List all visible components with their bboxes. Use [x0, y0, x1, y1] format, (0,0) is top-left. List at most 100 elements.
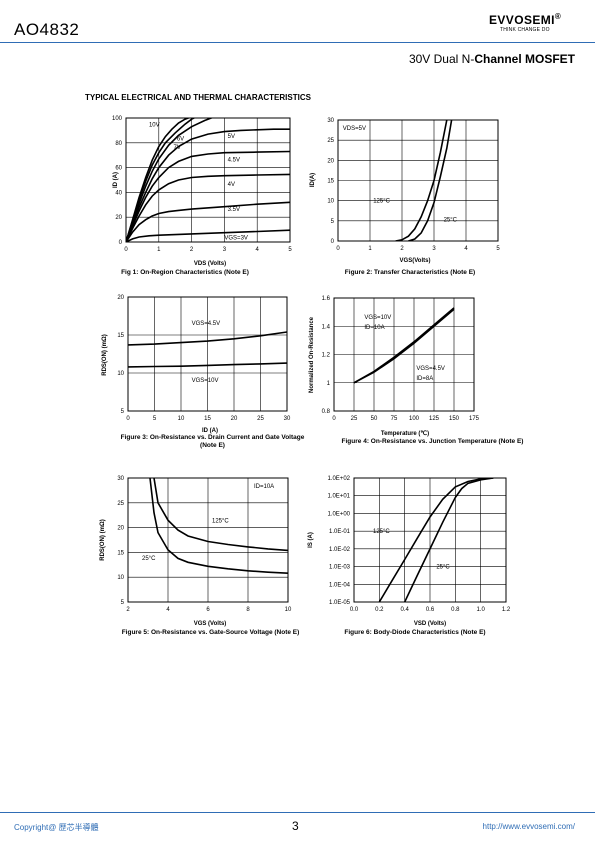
y-tick-label: 30	[327, 118, 334, 124]
x-tick-label: 0.4	[400, 607, 409, 613]
series-line	[395, 120, 448, 241]
x-tick-label: 5	[288, 247, 292, 253]
x-tick-label: 4	[464, 246, 468, 252]
x-tick-label: 0.6	[426, 607, 435, 613]
y-axis-label: IS (A)	[308, 532, 314, 548]
series-label: VDS=5V	[343, 126, 366, 132]
x-tick-label: 1	[157, 247, 161, 253]
x-tick-label: 0.2	[375, 607, 384, 613]
series-line	[403, 478, 494, 602]
figure-caption: Figure 2: Transfer Characteristics (Note…	[344, 269, 476, 276]
x-tick-label: 3	[223, 247, 227, 253]
y-tick-label: 100	[112, 116, 123, 122]
part-number: AO4832	[14, 20, 80, 39]
x-tick-label: 4	[256, 247, 260, 253]
x-tick-label: 0.8	[451, 607, 460, 613]
series-label: 10V	[149, 123, 160, 129]
footer-url: http://www.evvosemi.com/	[482, 822, 575, 831]
y-tick-label: 10	[327, 199, 334, 205]
y-tick-label: 1.6	[322, 296, 331, 302]
x-tick-label: 0.0	[350, 607, 359, 613]
series-label: ID=10A	[364, 325, 384, 331]
x-tick-label: 0	[124, 247, 128, 253]
series-label: 125°C	[212, 519, 229, 525]
x-tick-label: 150	[449, 416, 460, 422]
y-tick-label: 25	[327, 138, 334, 144]
x-axis-label: Temperature (℃)	[381, 430, 429, 437]
x-tick-label: 10	[285, 607, 292, 613]
x-axis-label: ID (A)	[202, 428, 218, 434]
x-tick-label: 6	[206, 607, 210, 613]
y-tick-label: 20	[117, 295, 124, 301]
x-tick-label: 4	[166, 607, 170, 613]
y-tick-label: 80	[115, 141, 122, 147]
y-tick-label: 1.0E-02	[329, 547, 351, 553]
y-tick-label: 25	[117, 501, 124, 507]
y-tick-label: 1.0E+00	[327, 511, 350, 517]
series-label: VGS=3V	[224, 236, 248, 242]
series-line	[153, 478, 288, 552]
figure-caption: Figure 3: On-Resistance vs. Drain Curren…	[120, 434, 305, 450]
series-line	[149, 478, 288, 574]
x-tick-label: 175	[469, 416, 480, 422]
x-tick-label: 2	[400, 246, 404, 252]
y-tick-label: 1.0E+02	[327, 476, 350, 482]
y-axis-label: Normalized On-Resistance	[309, 316, 315, 393]
footer-copyright: Copyright@ 歷芯半導體	[14, 823, 99, 832]
x-tick-label: 25	[257, 416, 264, 422]
y-tick-label: 60	[115, 166, 122, 172]
series-label: VGS=4.5V	[192, 321, 221, 327]
y-tick-label: 0.8	[322, 409, 331, 415]
x-tick-label: 1.2	[502, 607, 511, 613]
x-tick-label: 1	[368, 246, 372, 252]
y-tick-label: 1.0E-05	[329, 600, 351, 606]
x-tick-label: 2	[190, 247, 194, 253]
x-tick-label: 8	[246, 607, 250, 613]
brand-tagline: THINK CHANGE DO	[500, 27, 550, 33]
x-tick-label: 10	[178, 416, 185, 422]
series-line	[126, 150, 290, 242]
series-line	[126, 128, 290, 242]
y-tick-label: 0	[119, 240, 123, 246]
x-axis-label: VGS(Volts)	[400, 258, 431, 264]
series-label: VGS=4.5V	[416, 366, 445, 372]
series-label: 3.5V	[228, 207, 240, 213]
series-line	[126, 173, 290, 242]
x-tick-label: 2	[126, 607, 130, 613]
y-tick-label: 1.0E+01	[327, 494, 350, 500]
plot-frame	[125, 117, 291, 243]
plot-frame	[127, 477, 289, 603]
x-tick-label: 100	[409, 416, 420, 422]
y-tick-label: 10	[117, 371, 124, 377]
x-tick-label: 0	[126, 416, 130, 422]
x-tick-label: 5	[496, 246, 500, 252]
series-label: 6V	[177, 136, 184, 142]
figure-caption: Fig 1: On-Region Characteristics (Note E…	[121, 269, 249, 276]
y-tick-label: 20	[117, 526, 124, 532]
series-line	[126, 229, 290, 242]
series-label: ID=8A	[416, 376, 433, 382]
y-tick-label: 5	[331, 219, 335, 225]
plot-frame	[127, 296, 288, 412]
x-tick-label: 30	[284, 416, 291, 422]
y-axis-label: RDS(ON) (mΩ)	[102, 334, 108, 375]
y-tick-label: 30	[117, 476, 124, 482]
y-tick-label: 5	[121, 409, 125, 415]
series-line	[128, 331, 287, 346]
x-axis-label: VDS (Volts)	[194, 261, 226, 267]
series-label: 25°C	[436, 564, 450, 570]
series-line	[378, 478, 494, 602]
x-tick-label: 0	[336, 246, 340, 252]
section-title: TYPICAL ELECTRICAL AND THERMAL CHARACTER…	[85, 93, 311, 102]
series-line	[408, 120, 453, 241]
figure-caption: Figure 4: On-Resistance vs. Junction Tem…	[341, 438, 524, 445]
x-axis-label: VSD (Volts)	[414, 621, 446, 627]
footer-divider	[0, 812, 595, 813]
x-tick-label: 15	[204, 416, 211, 422]
series-line	[126, 118, 214, 242]
figure-caption: Figure 5: On-Resistance vs. Gate-Source …	[121, 629, 300, 636]
series-label: VGS=10V	[192, 378, 219, 384]
x-tick-label: 5	[153, 416, 157, 422]
device-subtitle: 30V Dual N-Channel MOSFET	[408, 52, 575, 66]
